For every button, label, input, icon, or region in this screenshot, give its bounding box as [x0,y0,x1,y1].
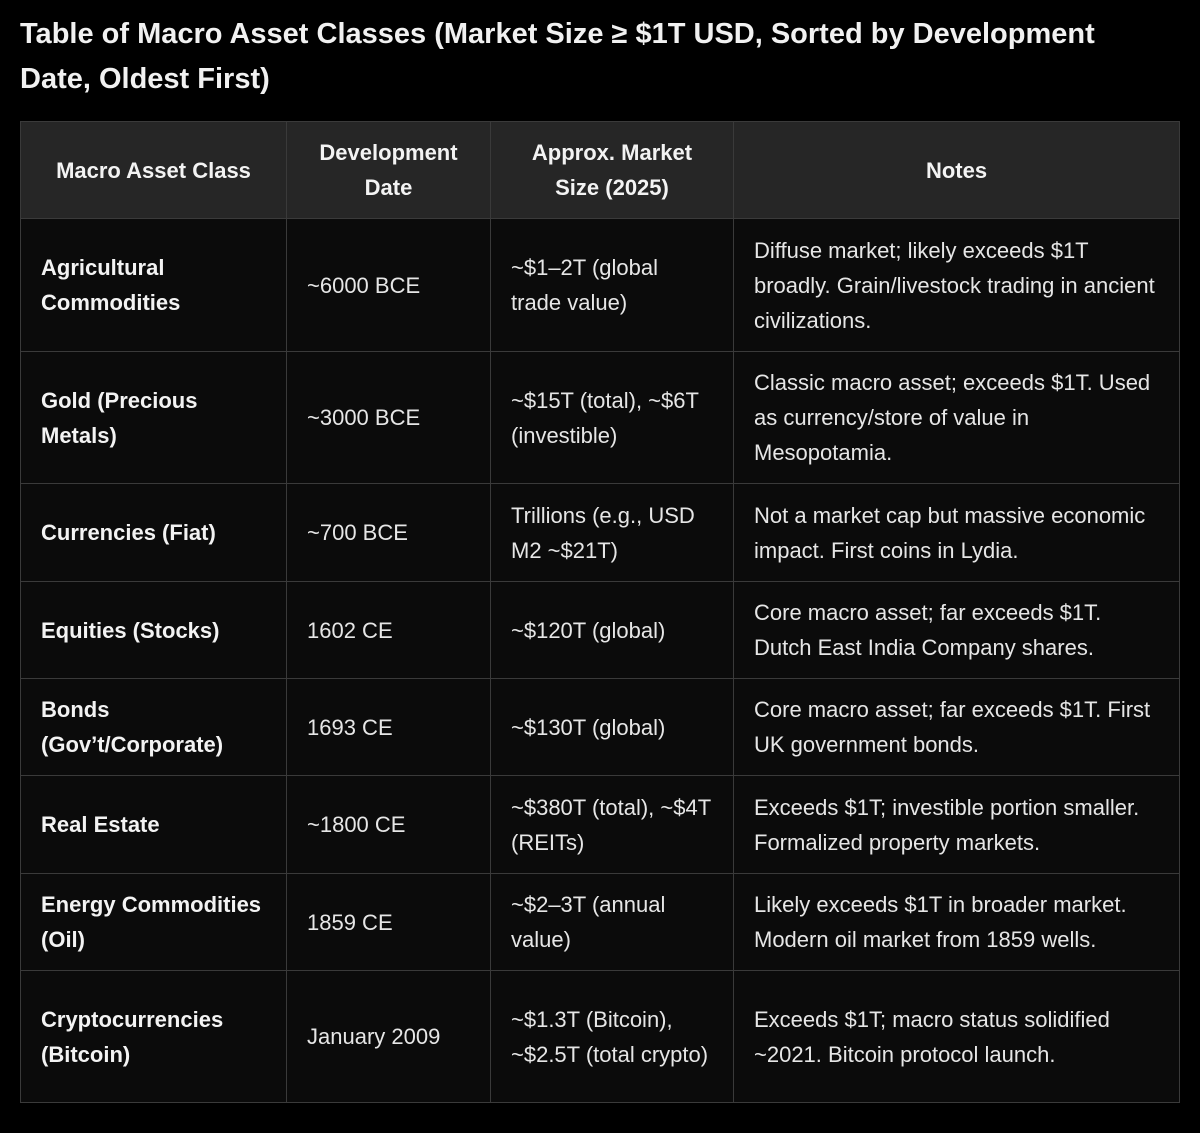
cell-asset-class: Energy Commodities (Oil) [20,873,287,971]
asset-table: Macro Asset Class Development Date Appro… [20,121,1180,1103]
table-row: Equities (Stocks) 1602 CE ~$120T (global… [20,581,1180,679]
cell-market-size: ~$2–3T (annual value) [490,873,734,971]
cell-development-date: ~6000 BCE [286,218,491,352]
cell-notes: Exceeds $1T; macro status solidified ~20… [733,970,1180,1103]
cell-development-date: 1859 CE [286,873,491,971]
column-header-notes: Notes [733,121,1180,219]
cell-market-size: ~$380T (total), ~$4T (REITs) [490,775,734,874]
cell-market-size: Trillions (e.g., USD M2 ~$21T) [490,483,734,582]
cell-notes: Core macro asset; far exceeds $1T. Dutch… [733,581,1180,679]
table-row: Gold (Precious Metals) ~3000 BCE ~$15T (… [20,351,1180,484]
table-row: Cryptocurrencies (Bitcoin) January 2009 … [20,970,1180,1103]
cell-asset-class: Gold (Precious Metals) [20,351,287,484]
column-header-asset-class: Macro Asset Class [20,121,287,219]
table-row: Currencies (Fiat) ~700 BCE Trillions (e.… [20,483,1180,582]
cell-market-size: ~$130T (global) [490,678,734,776]
column-header-development-date: Development Date [286,121,491,219]
cell-asset-class: Cryptocurrencies (Bitcoin) [20,970,287,1103]
cell-notes: Core macro asset; far exceeds $1T. First… [733,678,1180,776]
cell-market-size: ~$120T (global) [490,581,734,679]
column-header-market-size: Approx. Market Size (2025) [490,121,734,219]
cell-notes: Not a market cap but massive economic im… [733,483,1180,582]
cell-notes: Classic macro asset; exceeds $1T. Used a… [733,351,1180,484]
page-title: Table of Macro Asset Classes (Market Siz… [20,18,1095,95]
cell-market-size: ~$1.3T (Bitcoin), ~$2.5T (total crypto) [490,970,734,1103]
cell-development-date: ~3000 BCE [286,351,491,484]
cell-development-date: January 2009 [286,970,491,1103]
table-body: Agricultural Commodities ~6000 BCE ~$1–2… [20,218,1180,1103]
asset-table-container: Macro Asset Class Development Date Appro… [20,121,1180,1103]
header-row: Macro Asset Class Development Date Appro… [20,121,1180,219]
cell-asset-class: Currencies (Fiat) [20,483,287,582]
cell-market-size: ~$15T (total), ~$6T (investible) [490,351,734,484]
table-header: Macro Asset Class Development Date Appro… [20,121,1180,219]
cell-development-date: 1602 CE [286,581,491,679]
table-row: Bonds (Gov’t/Corporate) 1693 CE ~$130T (… [20,678,1180,776]
cell-asset-class: Equities (Stocks) [20,581,287,679]
cell-market-size: ~$1–2T (global trade value) [490,218,734,352]
table-row: Real Estate ~1800 CE ~$380T (total), ~$4… [20,775,1180,874]
cell-notes: Likely exceeds $1T in broader market. Mo… [733,873,1180,971]
cell-notes: Diffuse market; likely exceeds $1T broad… [733,218,1180,352]
cell-development-date: 1693 CE [286,678,491,776]
cell-asset-class: Agricultural Commodities [20,218,287,352]
table-row: Energy Commodities (Oil) 1859 CE ~$2–3T … [20,873,1180,971]
table-row: Agricultural Commodities ~6000 BCE ~$1–2… [20,218,1180,352]
cell-development-date: ~700 BCE [286,483,491,582]
cell-asset-class: Bonds (Gov’t/Corporate) [20,678,287,776]
cell-development-date: ~1800 CE [286,775,491,874]
cell-asset-class: Real Estate [20,775,287,874]
cell-notes: Exceeds $1T; investible portion smaller.… [733,775,1180,874]
